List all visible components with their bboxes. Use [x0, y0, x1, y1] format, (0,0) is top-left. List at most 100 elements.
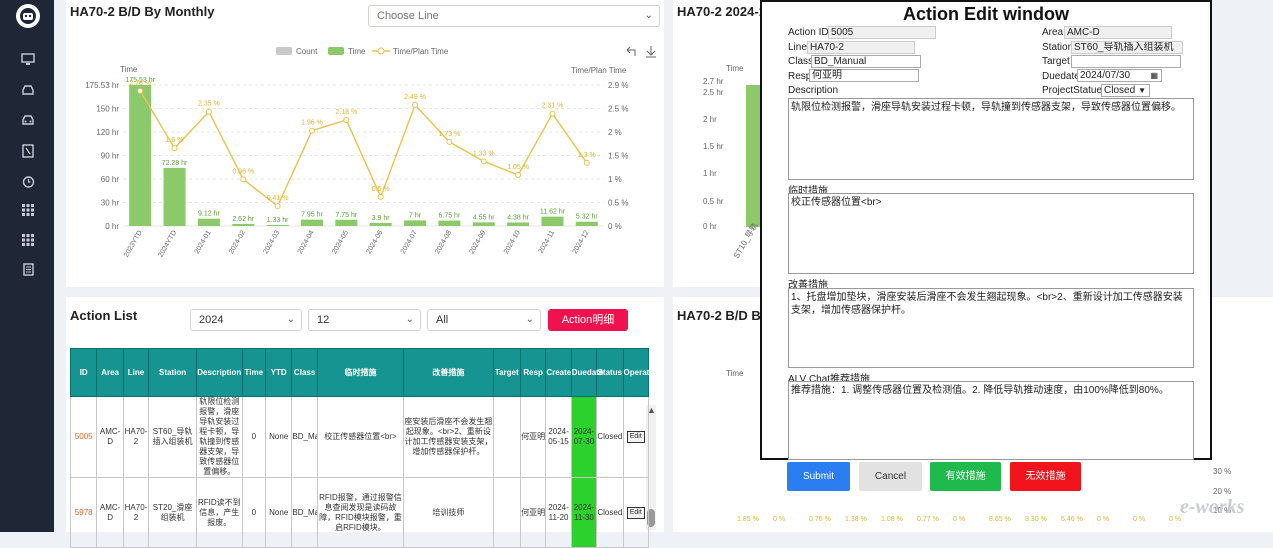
ratio-point[interactable]: [515, 171, 522, 178]
time-bar[interactable]: [541, 216, 564, 226]
choose-line-select[interactable]: Choose Line ⌄: [368, 5, 660, 27]
line-field[interactable]: HA70-2: [807, 41, 915, 54]
column-header[interactable]: YTD: [264, 348, 293, 397]
legend-count[interactable]: Count: [296, 47, 318, 56]
ratio-label: 2.18 %: [335, 109, 357, 116]
temp-measure-textarea[interactable]: 校正传感器位置<br>: [788, 193, 1194, 274]
class-field[interactable]: BD_Manual: [811, 55, 921, 68]
column-header[interactable]: Station: [148, 348, 197, 397]
monitor-icon[interactable]: [19, 53, 37, 69]
time-bar[interactable]: [472, 222, 495, 226]
time-bar[interactable]: [232, 223, 255, 226]
table-scrollbar[interactable]: ▲: [646, 405, 656, 530]
table-row[interactable]: 5978 AMC-D HA70-2 ST20_滑座组装机 RFID读不到信息，产生报废。…: [69, 477, 650, 548]
ratio-point[interactable]: [308, 127, 315, 134]
time-bar[interactable]: [438, 220, 461, 226]
grid-alt-icon[interactable]: [19, 234, 37, 250]
column-header[interactable]: 改善措施: [403, 348, 494, 397]
time-bar-label: 7.95 hr: [301, 212, 323, 219]
cell-time: 0: [241, 477, 267, 548]
target-field[interactable]: [1071, 55, 1181, 68]
month-select[interactable]: 12 ⌄: [308, 309, 421, 331]
cell-op[interactable]: Edit: [622, 396, 650, 478]
year-select[interactable]: 2024 ⌄: [190, 309, 302, 331]
car-icon[interactable]: [19, 84, 37, 100]
cancel-button[interactable]: Cancel: [859, 462, 922, 491]
ratio-point[interactable]: [240, 176, 247, 183]
column-header[interactable]: Operate: [622, 348, 654, 397]
calendar-icon[interactable]: ▦: [1150, 71, 1158, 80]
improve-measure-textarea[interactable]: 1、托盘增加垫块，滑座安装后滑座不会发生翘起现象。<br>2、重新设计加工传感器…: [788, 288, 1194, 368]
action-id-field[interactable]: 5005: [828, 26, 936, 39]
download-icon[interactable]: [646, 46, 656, 58]
grid-icon[interactable]: [19, 204, 37, 220]
column-header[interactable]: Resp: [519, 348, 547, 397]
column-header[interactable]: Line: [122, 348, 150, 397]
car-front-icon[interactable]: [19, 114, 37, 130]
ratio-point[interactable]: [549, 110, 556, 117]
action-detail-button[interactable]: Action明细: [548, 309, 628, 331]
document-icon[interactable]: [19, 263, 37, 279]
cell-op[interactable]: Edit: [622, 477, 650, 548]
filter-select[interactable]: All ⌄: [427, 309, 541, 331]
time-bar[interactable]: [369, 222, 392, 226]
area-field[interactable]: AMC-D: [1064, 26, 1172, 39]
column-header[interactable]: ID: [69, 348, 98, 397]
chart2-bar[interactable]: [746, 85, 760, 227]
ratio-label: 0.96 %: [232, 168, 254, 175]
legend-ratio-swatch[interactable]: [377, 47, 385, 55]
time-bar[interactable]: [507, 222, 530, 226]
column-header[interactable]: Status: [596, 348, 624, 397]
column-header[interactable]: Target: [492, 348, 521, 397]
legend-time[interactable]: Time: [348, 47, 366, 56]
station-field[interactable]: ST60_导轨插入组装机: [1071, 41, 1183, 54]
invalid-measure-button[interactable]: 无效措施: [1010, 462, 1081, 491]
project-status-select[interactable]: Closed ▼: [1101, 84, 1150, 97]
ratio-point[interactable]: [343, 117, 350, 124]
time-bar[interactable]: [129, 85, 152, 226]
table-row[interactable]: 5005 AMC-D HA70-2 ST60_导轨插入组装机 轨限位检测报警，滑座导轨安…: [69, 396, 650, 478]
column-header[interactable]: 临时措施: [316, 348, 405, 397]
column-header[interactable]: Description: [195, 348, 243, 397]
cell-create: 2024-11-20: [545, 477, 572, 548]
ratio-point[interactable]: [205, 108, 212, 115]
time-bar[interactable]: [266, 224, 289, 226]
edit-button[interactable]: Edit: [626, 431, 645, 443]
legend-count-swatch[interactable]: [276, 47, 292, 55]
logo[interactable]: [16, 4, 40, 28]
dashboard-icon[interactable]: [19, 144, 37, 160]
submit-button[interactable]: Submit: [787, 462, 850, 491]
legend-ratio[interactable]: Time/Plan Time: [393, 47, 449, 56]
time-bar[interactable]: [575, 221, 598, 226]
ratio-point[interactable]: [480, 158, 487, 165]
ratio-point[interactable]: [137, 87, 144, 94]
time-bar[interactable]: [335, 219, 358, 226]
ratio-point[interactable]: [171, 145, 178, 152]
duedate-field[interactable]: 2024/07/30 ▦: [1077, 69, 1162, 82]
category-label: 2024-12: [572, 229, 591, 255]
valid-measure-button[interactable]: 有效措施: [930, 462, 1001, 491]
ratio-point[interactable]: [446, 138, 453, 145]
edit-button[interactable]: Edit: [626, 506, 645, 519]
alv-chat-textarea[interactable]: 推荐措施：1. 调整传感器位置及检测值。2. 降低导轨推动速度，由100%降低到…: [788, 381, 1194, 460]
restore-icon[interactable]: [626, 46, 636, 56]
time-bar[interactable]: [404, 220, 427, 226]
ratio-point[interactable]: [583, 159, 590, 166]
ratio-point[interactable]: [274, 203, 281, 210]
scroll-up-icon[interactable]: ▲: [647, 405, 656, 415]
ratio-point[interactable]: [412, 101, 419, 108]
resp-field[interactable]: 何亚明: [809, 69, 919, 82]
column-header[interactable]: Class: [291, 348, 318, 397]
column-header[interactable]: Duedate: [570, 348, 603, 397]
scrollbar-thumb[interactable]: [647, 509, 655, 527]
ratio-point[interactable]: [377, 193, 384, 200]
legend-time-swatch[interactable]: [328, 47, 344, 55]
clock-icon[interactable]: [19, 174, 37, 190]
description-textarea[interactable]: 轨限位检测报警，滑座导轨安装过程卡顿，导轨撞到传感器支架，导致传感器位置偏移。: [788, 98, 1194, 180]
column-header[interactable]: Time: [241, 348, 267, 397]
time-bar[interactable]: [197, 218, 220, 226]
column-header[interactable]: Area: [96, 348, 124, 397]
time-bar[interactable]: [300, 219, 323, 226]
column-header[interactable]: Create: [545, 348, 572, 397]
time-bar[interactable]: [163, 167, 186, 226]
